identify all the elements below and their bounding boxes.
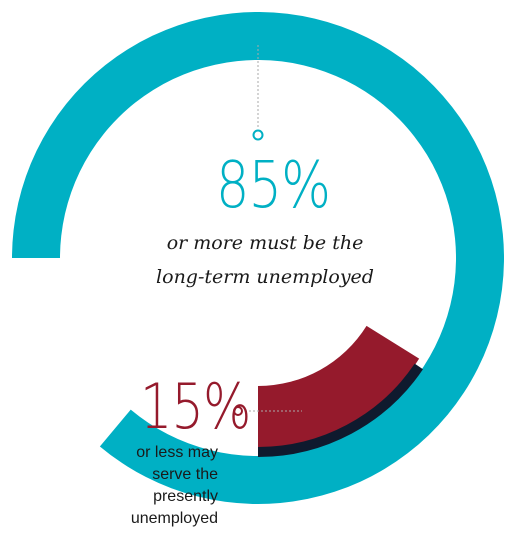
marker-primary — [252, 129, 264, 141]
caption-secondary: or less may serve the presently unemploy… — [130, 444, 218, 527]
leader-lines — [233, 45, 302, 416]
donut-ring — [12, 11, 504, 504]
value-label-primary: 85% — [216, 149, 331, 223]
value-label-secondary: 15% — [140, 370, 251, 443]
caption-primary: or more must be the long-term unemployed — [156, 232, 374, 288]
pie-slice-secondary-edge — [257, 363, 423, 457]
marker-secondary — [233, 406, 243, 416]
pie-slice-secondary — [258, 325, 420, 449]
